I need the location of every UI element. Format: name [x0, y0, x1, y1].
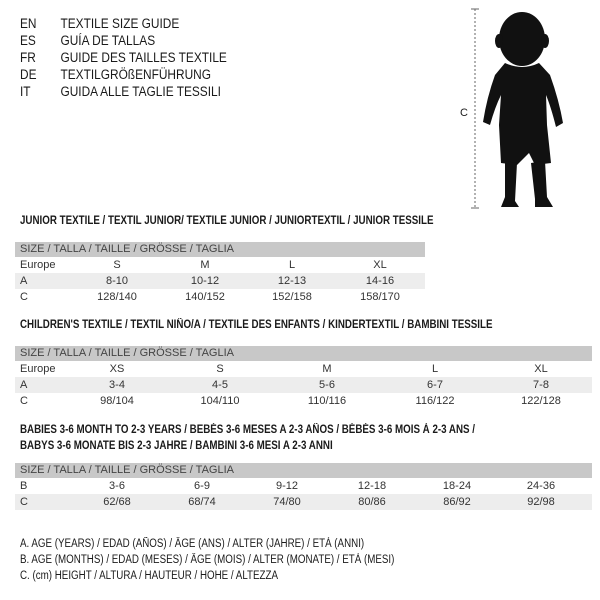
child-silhouette-figure: [471, 8, 563, 209]
cell: 6-9: [194, 480, 210, 492]
lang-text: GUIDA ALLE TAGLIE TESSILI: [60, 84, 221, 99]
cell: 24-36: [526, 480, 556, 492]
row-label: B: [20, 480, 28, 492]
cell: 152/158: [272, 291, 312, 303]
table-row: C 62/68 68/74 74/80 80/86 86/92 92/98: [15, 494, 592, 510]
legend-c: C. (cm) HEIGHT / ALTURA / HAUTEUR / HÖHE…: [20, 570, 278, 582]
junior-size-header: SIZE / TALLA / TAILLE / GRÖSSE / TAGLIA: [15, 242, 425, 257]
cell: 128/140: [97, 291, 137, 303]
lang-code: ES: [20, 33, 36, 48]
lang-code: FR: [20, 50, 36, 65]
cell: M: [322, 363, 332, 375]
junior-title: JUNIOR TEXTILE / TEXTIL JUNIOR/ TEXTILE …: [20, 215, 434, 227]
cell: M: [200, 259, 210, 271]
cell: 12-13: [277, 275, 307, 287]
table-row: A 3-4 4-5 5-6 6-7 7-8: [15, 377, 592, 393]
cell: 140/152: [185, 291, 225, 303]
row-label: C: [20, 496, 28, 508]
row-label: Europe: [20, 363, 56, 375]
cell: XL: [534, 363, 548, 375]
cell: 3-4: [109, 379, 125, 391]
table-row: C 98/104 104/110 110/116 116/122 122/128: [15, 393, 592, 409]
row-label: A: [20, 379, 28, 391]
measure-label-c: C: [460, 107, 468, 119]
lang-code: DE: [20, 67, 37, 82]
cell: 74/80: [273, 496, 301, 508]
cell: L: [288, 259, 296, 271]
babies-title-line1: BABIES 3-6 MONTH TO 2-3 YEARS / BEBÉS 3-…: [20, 424, 476, 436]
children-title: CHILDREN'S TEXTILE / TEXTIL NIÑO/A / TEX…: [20, 319, 493, 331]
cell: 10-12: [190, 275, 220, 287]
cell: 62/68: [103, 496, 131, 508]
lang-code: IT: [20, 84, 31, 99]
lang-text: GUÍA DE TALLAS: [60, 33, 156, 48]
table-row: C 128/140 140/152 152/158 158/170: [15, 289, 425, 305]
cell: 18-24: [442, 480, 472, 492]
table-row: Europe S M L XL: [15, 257, 425, 273]
row-label: Europe: [20, 259, 56, 271]
row-label: C: [20, 395, 28, 407]
cell: 80/86: [358, 496, 386, 508]
lang-text: TEXTILE SIZE GUIDE: [60, 16, 180, 31]
babies-title-line2: BABYS 3-6 MONATE BIS 2-3 JAHRE / BAMBINI…: [20, 440, 333, 452]
cell: 6-7: [427, 379, 443, 391]
cell: 116/122: [415, 395, 455, 407]
legend-a: A. AGE (YEARS) / EDAD (AÑOS) / ÂGE (ANS)…: [20, 538, 365, 550]
table-row: B 3-6 6-9 9-12 12-18 18-24 24-36: [15, 478, 592, 494]
cell: XL: [373, 259, 387, 271]
table-row: Europe XS S M L XL: [15, 361, 592, 377]
cell: 98/104: [100, 395, 134, 407]
cell: S: [216, 363, 224, 375]
cell: 68/74: [188, 496, 216, 508]
cell: 86/92: [443, 496, 471, 508]
lang-code: EN: [20, 16, 37, 31]
row-label: A: [20, 275, 28, 287]
cell: 7-8: [533, 379, 549, 391]
cell: 9-12: [275, 480, 299, 492]
table-row: A 8-10 10-12 12-13 14-16: [15, 273, 425, 289]
cell: 110/116: [307, 395, 347, 407]
legend-b: B. AGE (MONTHS) / EDAD (MESES) / ÂGE (MO…: [20, 554, 395, 566]
cell: 12-18: [357, 480, 387, 492]
cell: 14-16: [365, 275, 395, 287]
cell: XS: [109, 363, 125, 375]
babies-size-header: SIZE / TALLA / TAILLE / GRÖSSE / TAGLIA: [15, 463, 592, 478]
lang-text: TEXTILGRÖßENFÜHRUNG: [60, 67, 211, 82]
lang-text: GUIDE DES TAILLES TEXTILE: [60, 50, 227, 65]
cell: 122/128: [521, 395, 561, 407]
row-label: C: [20, 291, 28, 303]
children-size-header: SIZE / TALLA / TAILLE / GRÖSSE / TAGLIA: [15, 346, 592, 361]
cell: 92/98: [527, 496, 555, 508]
cell: 158/170: [360, 291, 400, 303]
cell: 8-10: [105, 275, 129, 287]
cell: 104/110: [200, 395, 240, 407]
cell: 4-5: [212, 379, 228, 391]
cell: 5-6: [319, 379, 335, 391]
cell: 3-6: [109, 480, 125, 492]
cell: L: [431, 363, 439, 375]
cell: S: [113, 259, 121, 271]
